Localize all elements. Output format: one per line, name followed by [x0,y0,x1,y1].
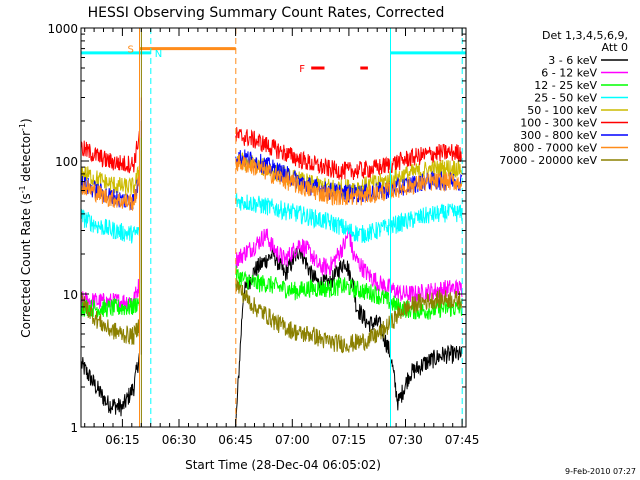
y-tick-label: 1 [70,421,78,435]
legend-label-6: 100 - 300 keV [520,117,597,130]
flag-label-n: N [155,49,162,60]
legend-label-5: 50 - 100 keV [527,104,597,117]
x-tick-label: 07:30 [388,433,423,447]
chart-title: HESSI Observing Summary Count Rates, Cor… [88,5,445,21]
y-axis-label-main: Corrected Count Rate (s [19,193,33,337]
y-axis-label-sup1: -1 [18,185,27,193]
vline-layer [139,28,463,427]
x-tick-label: 07:45 [445,433,480,447]
legend-label-4: 25 - 50 keV [534,92,597,105]
series-layer [80,97,463,428]
y-axis-label: Corrected Count Rate (s-1 detector-1) [18,118,33,337]
flag-label-f: F [299,64,305,75]
y-tick-label: 10 [63,288,78,302]
legend-label-3: 12 - 25 keV [534,79,597,92]
y-axis-ticks: 1 10 100 1000 [47,22,466,435]
legend-label-1: 3 - 6 keV [548,54,597,67]
y-tick-label: 1000 [47,22,78,36]
legend-label-7: 300 - 800 keV [520,129,597,142]
x-tick-label: 06:45 [218,433,253,447]
legend-header-line-2: Att 0 [602,41,628,54]
flag-label-s: S [128,45,134,56]
x-tick-label: 07:15 [332,433,367,447]
x-tick-label: 06:15 [105,433,140,447]
x-axis-ticks: 06:15 06:30 06:45 07:00 07:15 07:30 07:45 [84,28,480,447]
legend-label-8: 800 - 7000 keV [513,142,597,155]
series-line-6 [80,127,463,181]
legend-label-9: 7000 - 20000 keV [499,154,597,167]
y-tick-label: 100 [55,155,78,169]
y-axis-label-mid: detector [19,131,33,186]
x-tick-label: 07:00 [275,433,310,447]
x-tick-label: 06:30 [162,433,197,447]
y-axis-label-end: ) [19,118,33,123]
legend-label-2: 6 - 12 keV [541,67,597,80]
legend-header-line-1: Det 1,3,4,5,6,9, [542,29,628,42]
series-line-8 [80,154,463,211]
y-axis-label-sup2: -1 [18,123,27,131]
generation-timestamp: 9-Feb-2010 07:27 [565,467,636,476]
x-axis-label: Start Time (28-Dec-04 06:05:02) [185,458,381,472]
series-line-4 [80,192,463,244]
